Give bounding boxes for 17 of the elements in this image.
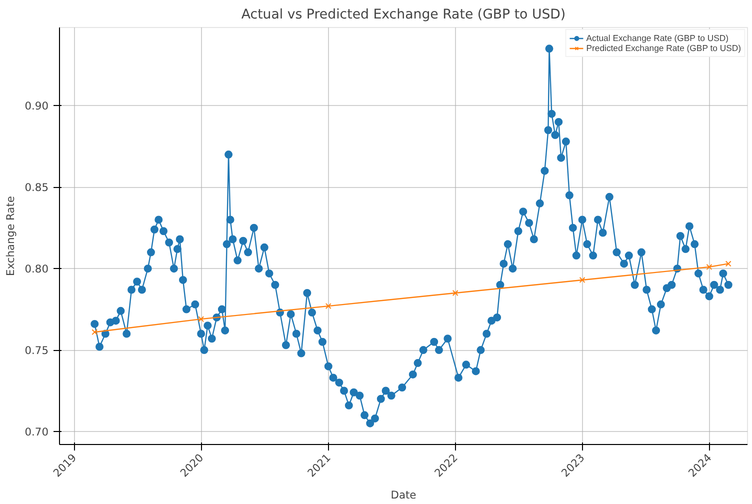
y-tick-label: 0.75 [24,344,49,358]
legend-label: Predicted Exchange Rate (GBP to USD) [586,43,741,53]
point [92,329,98,336]
point [325,303,332,310]
point [198,316,204,322]
y-tick-label: 0.80 [24,262,49,276]
point [452,290,458,296]
chart-title: Actual vs Predicted Exchange Rate (GBP to USD) [241,8,566,22]
y-tick-label: 0.90 [24,100,49,113]
legend-label: Actual Exchange Rate (GBP to USD) [586,33,728,43]
point [579,277,586,283]
point [706,264,712,270]
y-tick-label: 0.70 [24,425,49,438]
point [725,260,732,267]
x-axis-title: Date [390,488,416,502]
y-axis-title: Exchange Rate [4,196,17,276]
y-tick-label: 0.85 [24,181,49,194]
